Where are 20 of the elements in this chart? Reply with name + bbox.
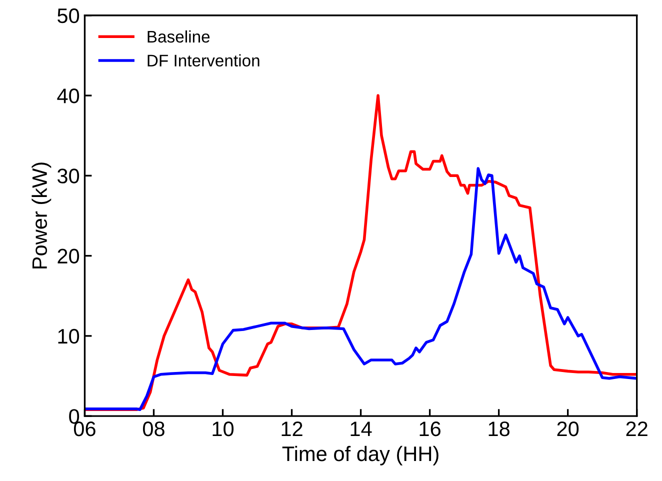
legend-label: Baseline — [148, 30, 210, 43]
x-tick-label: 08 — [142, 421, 164, 436]
y-tick-label: 30 — [58, 168, 80, 184]
y-tick-label: 0 — [69, 409, 80, 424]
line-series — [84, 167, 637, 412]
y-tick-label: 50 — [58, 8, 80, 24]
x-tick-label: 18 — [488, 421, 510, 436]
y-tick-label: 40 — [57, 88, 80, 104]
y-tick-label: 10 — [58, 328, 80, 344]
x-tick-label: 22 — [626, 421, 648, 436]
x-tick-label: 14 — [350, 422, 372, 436]
y-tick-label: 20 — [58, 248, 80, 264]
y-axis-title: Power (kW) — [32, 162, 52, 268]
legend-label: DF Intervention — [148, 54, 260, 67]
x-tick-label: 16 — [420, 421, 440, 436]
x-tick-label: 06 — [74, 421, 96, 436]
x-tick-label: 20 — [557, 421, 579, 436]
x-axis-title: Time of day (HH) — [282, 446, 438, 466]
x-tick-label: 10 — [212, 421, 234, 436]
x-tick-label: 12 — [282, 421, 302, 436]
